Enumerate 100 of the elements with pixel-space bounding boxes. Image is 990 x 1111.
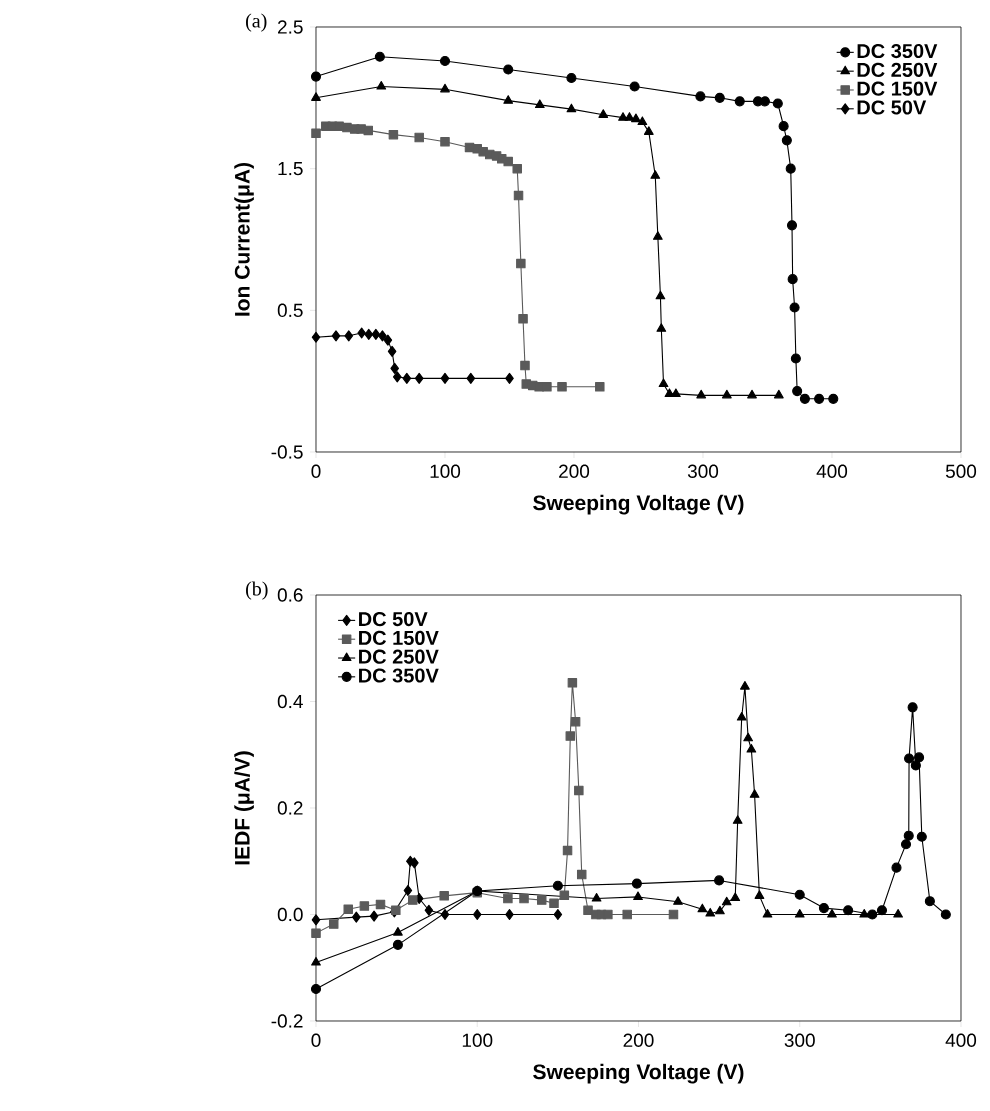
point <box>859 908 870 918</box>
point <box>903 830 914 841</box>
legend-label: DC 350V <box>857 43 938 59</box>
point <box>311 92 321 101</box>
point <box>519 893 529 904</box>
point <box>383 334 393 346</box>
point <box>583 905 593 915</box>
point <box>656 323 667 332</box>
point <box>505 372 514 384</box>
point <box>794 908 805 918</box>
point <box>562 845 573 856</box>
x-tick-label: 400 <box>816 464 848 478</box>
point <box>747 389 757 399</box>
point <box>696 389 707 399</box>
point <box>440 908 450 921</box>
legend-label: DC 350V <box>359 668 439 683</box>
legend-label: DC 50V <box>359 611 428 627</box>
point <box>518 314 528 324</box>
point <box>513 190 524 201</box>
x-tick-label: 400 <box>945 1033 977 1047</box>
x-tick-label: 200 <box>623 1033 654 1047</box>
point <box>916 831 927 842</box>
point <box>668 909 679 920</box>
legend-label: DC 250V <box>857 62 938 77</box>
point <box>794 889 805 900</box>
x-tick-label: 300 <box>784 1033 815 1047</box>
point <box>565 731 576 741</box>
point <box>363 125 373 136</box>
point <box>352 911 361 923</box>
point <box>516 258 526 269</box>
point <box>570 716 581 727</box>
point <box>591 892 602 902</box>
point <box>311 331 321 343</box>
point <box>328 919 339 929</box>
point <box>772 98 783 109</box>
point <box>520 360 530 371</box>
y-tick-label: 0.6 <box>277 588 303 602</box>
point <box>715 905 725 915</box>
point <box>792 386 803 397</box>
point <box>734 96 745 107</box>
point <box>534 99 545 108</box>
point <box>622 909 632 920</box>
point <box>512 163 522 174</box>
point <box>567 678 578 688</box>
x-tick-label: 100 <box>462 1033 493 1047</box>
point <box>393 927 403 936</box>
point <box>344 330 354 342</box>
point <box>730 892 741 902</box>
point <box>503 95 514 104</box>
point <box>549 898 559 909</box>
point <box>754 890 765 899</box>
point <box>334 121 344 131</box>
point <box>637 116 648 125</box>
y-tick-label: -0.5 <box>271 445 303 459</box>
point <box>559 890 570 901</box>
point <box>357 327 366 339</box>
point <box>631 113 641 123</box>
point <box>410 857 419 869</box>
point <box>705 907 716 917</box>
x-tick-label: 0 <box>311 1033 321 1047</box>
point <box>392 939 403 950</box>
point <box>566 103 577 113</box>
point <box>595 382 605 392</box>
point <box>439 55 451 67</box>
point <box>673 896 683 905</box>
point <box>940 909 951 920</box>
y-tick-label: -0.2 <box>271 1014 303 1028</box>
point <box>671 388 681 397</box>
point <box>374 51 385 62</box>
point <box>828 393 839 404</box>
y-tick-label: 0.5 <box>277 303 303 318</box>
point <box>721 896 732 906</box>
point <box>907 702 918 713</box>
point <box>390 362 399 374</box>
point <box>786 220 798 231</box>
point <box>424 904 434 916</box>
point <box>402 372 412 384</box>
legend-label: DC 150V <box>359 630 439 645</box>
point <box>534 382 544 392</box>
point <box>310 71 322 82</box>
point <box>311 956 321 966</box>
point <box>773 389 784 399</box>
point <box>658 378 669 388</box>
point <box>371 328 381 340</box>
point <box>785 163 796 174</box>
legend-label: DC 150V <box>857 81 938 96</box>
point <box>311 914 321 926</box>
point <box>403 884 413 897</box>
point <box>310 983 322 995</box>
point <box>331 330 341 342</box>
y-tick-label: 0.2 <box>277 801 303 815</box>
x-tick-label: 200 <box>559 464 590 478</box>
point <box>655 290 666 300</box>
point <box>618 112 628 121</box>
point <box>799 393 810 404</box>
point <box>650 170 661 179</box>
point <box>814 393 825 404</box>
point <box>414 132 424 143</box>
point <box>876 905 888 916</box>
point <box>818 903 829 914</box>
